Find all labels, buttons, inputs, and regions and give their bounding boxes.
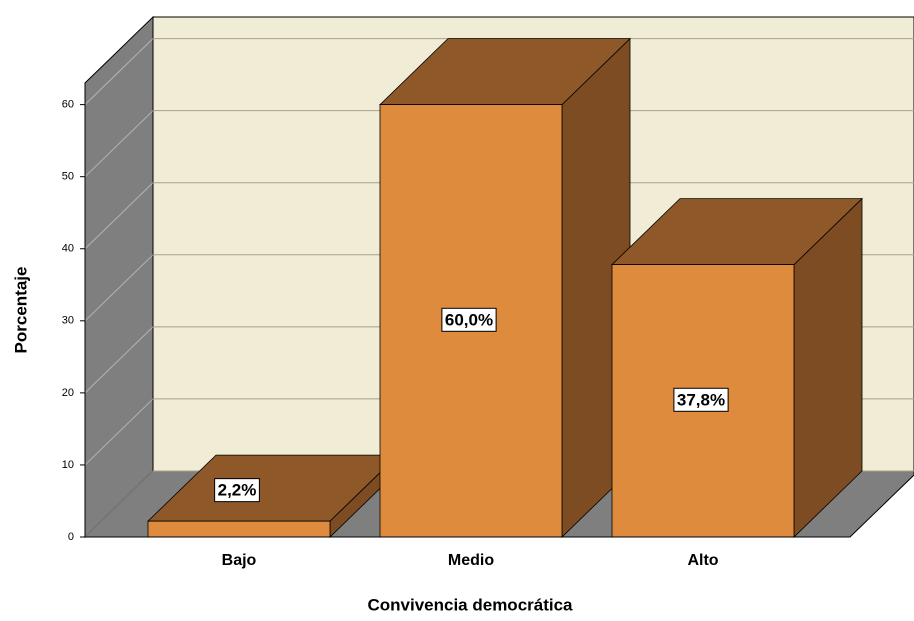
- y-tick-label: 40: [62, 243, 74, 255]
- side-grid-line: [84, 398, 154, 466]
- x-tick-label: Bajo: [222, 552, 257, 569]
- value-label-box: [673, 387, 729, 412]
- value-label: 60,0%: [445, 310, 493, 329]
- y-tick-label: 30: [62, 315, 74, 327]
- side-grid-line: [84, 326, 154, 394]
- y-tick-label: 10: [62, 459, 74, 471]
- side-grid-line: [84, 470, 154, 538]
- x-axis-title: Convivencia democrática: [367, 595, 573, 614]
- value-label: 37,8%: [677, 390, 725, 409]
- side-grid-line: [84, 110, 154, 178]
- value-label: 2,2%: [218, 481, 257, 500]
- bars: 2,2% 60,0% 37,8%: [147, 37, 863, 538]
- value-label-box: [214, 478, 260, 503]
- side-grid-line: [84, 38, 154, 105]
- side-grid-line: [84, 254, 154, 322]
- value-label-box: [441, 307, 497, 332]
- y-axis-title: Porcentaje: [11, 267, 30, 354]
- y-tick-label: 20: [62, 387, 74, 399]
- x-tick-label: Alto: [687, 552, 718, 569]
- y-tick-label: 60: [62, 99, 74, 111]
- x-tick-label: Medio: [448, 552, 494, 569]
- y-tick-label: 50: [62, 171, 74, 183]
- y-tick-label: 0: [68, 531, 74, 543]
- side-grid-line: [84, 182, 154, 250]
- bar: [147, 520, 331, 538]
